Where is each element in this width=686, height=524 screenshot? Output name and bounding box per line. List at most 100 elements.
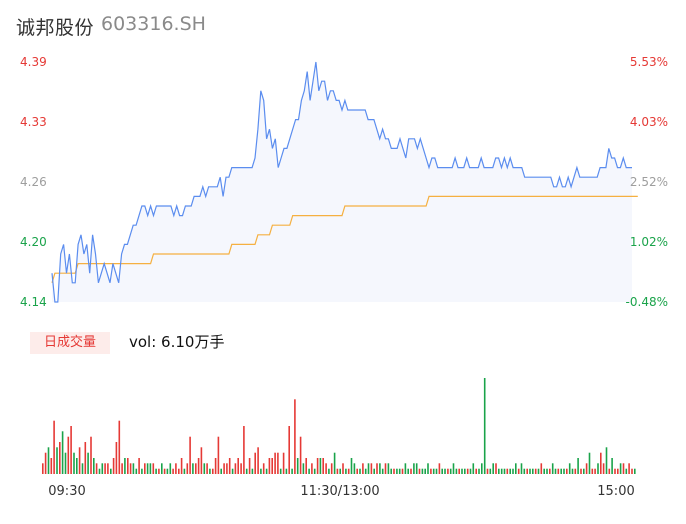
volume-bar: [212, 468, 214, 474]
volume-bar: [220, 468, 222, 474]
volume-bar: [563, 468, 565, 474]
y-tick-left: 4.20: [20, 235, 47, 249]
volume-bar: [311, 463, 313, 474]
volume-bar: [526, 468, 528, 474]
volume-bar: [452, 463, 455, 474]
volume-bar: [101, 463, 104, 474]
volume-bar: [549, 468, 551, 474]
volume-bar: [251, 468, 254, 474]
volume-bar: [268, 458, 271, 474]
volume-bar: [172, 468, 174, 474]
volume-bar: [178, 468, 180, 474]
volume-bar: [404, 463, 407, 474]
volume-bar: [554, 468, 557, 474]
volume-bar: [265, 468, 268, 474]
volume-bar: [274, 452, 276, 474]
volume-bar: [622, 463, 625, 474]
volume-bar: [381, 468, 384, 474]
volume-bar: [387, 463, 390, 474]
volume-value: vol: 6.10万手: [129, 333, 225, 351]
volume-bar: [129, 463, 132, 474]
stock-code: 603316.SH: [101, 13, 206, 35]
volume-bar: [155, 468, 157, 474]
volume-bar: [396, 468, 398, 474]
volume-bar: [262, 463, 265, 474]
volume-bar: [186, 463, 189, 474]
volume-bar: [441, 468, 443, 474]
volume-bar: [67, 436, 70, 474]
volume-bar: [557, 468, 560, 474]
volume-bar: [200, 447, 203, 474]
volume-bar: [376, 463, 378, 474]
volume-bar: [146, 463, 149, 474]
volume-bar: [305, 458, 307, 474]
volume-bar: [217, 436, 220, 474]
volume-bar: [577, 458, 579, 474]
volume-bar: [492, 463, 494, 474]
volume-bar: [237, 458, 239, 474]
volume-bar: [520, 463, 523, 474]
stock-name: 诚邦股份: [16, 17, 95, 39]
y-tick-right: 1.02%: [630, 235, 668, 249]
price-line: [51, 61, 632, 303]
volume-bar: [506, 468, 509, 474]
y-tick-left: 4.26: [20, 175, 47, 189]
price-area-fill: [52, 62, 632, 302]
volume-bar: [112, 458, 115, 474]
volume-bar: [285, 468, 288, 474]
volume-bar: [512, 468, 514, 474]
volume-bar: [509, 468, 511, 474]
volume-bar: [458, 468, 460, 474]
volume-bar: [605, 447, 608, 474]
volume-bar: [464, 468, 466, 474]
volume-bar: [127, 458, 129, 474]
volume-bar: [466, 468, 469, 474]
volume-bar: [223, 463, 225, 474]
volume-bar: [532, 468, 534, 474]
volume-bar: [291, 468, 293, 474]
volume-bar: [138, 458, 140, 474]
volume-bar: [121, 463, 123, 474]
volume-bar: [271, 458, 273, 474]
volume-bar: [234, 463, 237, 474]
volume-bar: [56, 447, 58, 474]
volume-bar: [523, 468, 526, 474]
volume-bar: [141, 468, 143, 474]
volume-bar: [444, 468, 446, 474]
volume-bar: [398, 468, 401, 474]
volume-bar: [328, 468, 330, 474]
volume-bar: [294, 399, 296, 474]
volume-bar: [189, 436, 191, 474]
volume-bar: [503, 468, 506, 474]
volume-bar: [245, 468, 248, 474]
volume-bar: [379, 463, 381, 474]
volume-bar: [308, 468, 310, 474]
volume-bar: [435, 468, 438, 474]
volume-bar: [628, 463, 630, 474]
volume-bar: [588, 452, 591, 474]
volume-bar: [296, 458, 299, 474]
volume-bar: [568, 463, 571, 474]
volume-bar: [192, 463, 194, 474]
y-tick-left: 4.33: [20, 115, 47, 129]
volume-bar: [240, 463, 242, 474]
volume-bar: [206, 463, 208, 474]
volume-bar: [226, 463, 228, 474]
volume-bar: [625, 468, 628, 474]
volume-bar: [98, 468, 101, 474]
volume-bar: [574, 468, 577, 474]
volume-bar: [617, 468, 619, 474]
volume-bar: [571, 468, 574, 474]
volume-bar: [115, 442, 118, 474]
volume-bar: [42, 463, 44, 474]
volume-bar: [362, 463, 364, 474]
volume-bar: [180, 458, 183, 474]
volume-bar: [498, 468, 500, 474]
volume-bar: [486, 468, 489, 474]
volume-bar: [257, 447, 259, 474]
volume-bar: [325, 463, 327, 474]
y-tick-right: 2.52%: [630, 175, 668, 189]
y-tick-right: 5.53%: [630, 55, 668, 69]
volume-bar: [475, 468, 477, 474]
